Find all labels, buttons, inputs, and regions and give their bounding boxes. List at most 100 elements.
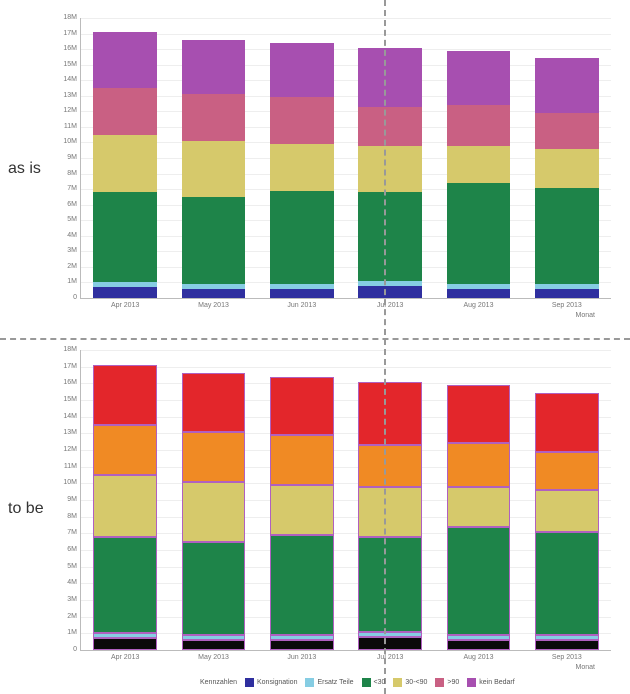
bar-segment-kein [535, 393, 599, 451]
bar-segment-gt90 [358, 445, 422, 487]
bar-segment-konsignation [93, 638, 157, 650]
gridline [81, 600, 611, 601]
legend-item-lt30: <30 [362, 678, 386, 687]
bar-segment-r30_90 [358, 146, 422, 193]
chart-panel: 01M2M3M4M5M6M7M8M9M10M11M12M13M14M15M16M… [80, 350, 610, 650]
bar-segment-gt90 [182, 94, 246, 141]
x-tick: Sep 2013 [523, 654, 611, 661]
y-tick: 16M [53, 379, 77, 386]
y-tick: 7M [53, 529, 77, 536]
y-tick: 1M [53, 278, 77, 285]
bar-segment-r30_90 [358, 487, 422, 537]
bar-segment-lt30 [358, 537, 422, 632]
y-tick: 16M [53, 45, 77, 52]
bar-segment-ersatz [93, 633, 157, 638]
y-tick: 11M [53, 463, 77, 470]
y-tick: 11M [53, 123, 77, 130]
gridline [81, 400, 611, 401]
bar-segment-gt90 [270, 435, 334, 485]
x-tick: Sep 2013 [523, 302, 611, 309]
bar-segment-ersatz [535, 284, 599, 289]
bar-segment-konsignation [358, 286, 422, 298]
bar-segment-r30_90 [182, 141, 246, 197]
bar-segment-gt90 [182, 432, 246, 482]
gridline [81, 417, 611, 418]
bar-segment-gt90 [270, 97, 334, 144]
legend-label: Konsignation [257, 679, 297, 686]
gridline [81, 205, 611, 206]
y-tick: 4M [53, 579, 77, 586]
y-tick: 6M [53, 546, 77, 553]
legend-title: Kennzahlen [200, 679, 237, 686]
legend-item-kein: kein Bedarf [467, 678, 514, 687]
bar-segment-ersatz [182, 635, 246, 640]
legend: Kennzahlen Konsignation Ersatz Teile <30 30-… [200, 678, 523, 687]
stacked-bar [447, 385, 511, 650]
bar-segment-r30_90 [182, 482, 246, 542]
stacked-bar [358, 382, 422, 650]
x-tick: May 2013 [169, 654, 257, 661]
bar-segment-kein [447, 51, 511, 105]
legend-label: >90 [447, 679, 459, 686]
gridline [81, 367, 611, 368]
gridline [81, 467, 611, 468]
bar-segment-gt90 [358, 107, 422, 146]
bar-segment-lt30 [270, 191, 334, 284]
bar-segment-lt30 [93, 192, 157, 282]
bar-segment-konsignation [270, 289, 334, 298]
gridline [81, 34, 611, 35]
bar-segment-r30_90 [270, 144, 334, 191]
bar-segment-kein [270, 377, 334, 435]
y-tick: 4M [53, 232, 77, 239]
y-tick: 10M [53, 479, 77, 486]
bar-segment-kein [182, 373, 246, 431]
bar-segment-r30_90 [535, 490, 599, 532]
y-tick: 10M [53, 138, 77, 145]
bar-segment-kein [447, 385, 511, 443]
y-tick: 0 [53, 294, 77, 301]
y-tick: 14M [53, 76, 77, 83]
gridline [81, 251, 611, 252]
x-tick: Aug 2013 [434, 302, 522, 309]
gridline [81, 189, 611, 190]
x-tick: May 2013 [169, 302, 257, 309]
gridline [81, 174, 611, 175]
gridline [81, 282, 611, 283]
to-be-label: to be [8, 500, 44, 518]
y-tick: 0 [53, 646, 77, 653]
legend-swatch [393, 678, 402, 687]
gridline [81, 236, 611, 237]
y-tick: 15M [53, 396, 77, 403]
gridline [81, 65, 611, 66]
bar-segment-r30_90 [93, 475, 157, 537]
bar-segment-gt90 [447, 443, 511, 486]
gridline [81, 500, 611, 501]
gridline [81, 617, 611, 618]
stacked-bar [270, 377, 334, 650]
legend-item-gt90: >90 [435, 678, 459, 687]
y-tick: 18M [53, 346, 77, 353]
y-tick: 3M [53, 247, 77, 254]
gridline [81, 350, 611, 351]
bar-segment-konsignation [447, 289, 511, 298]
gridline [81, 267, 611, 268]
y-tick: 13M [53, 429, 77, 436]
gridline [81, 158, 611, 159]
gridline [81, 96, 611, 97]
gridline [81, 517, 611, 518]
horizontal-divider [0, 338, 630, 340]
legend-label: Ersatz Teile [317, 679, 353, 686]
gridline [81, 111, 611, 112]
bar-segment-lt30 [182, 197, 246, 284]
legend-item-ersatz: Ersatz Teile [305, 678, 353, 687]
bar-segment-konsignation [447, 640, 511, 650]
bar-segment-kein [535, 58, 599, 112]
y-tick: 2M [53, 263, 77, 270]
stacked-bar [447, 51, 511, 298]
legend-item-r30_90: 30-<90 [393, 678, 427, 687]
stacked-bar [93, 365, 157, 650]
bar-segment-konsignation [358, 637, 422, 650]
gridline [81, 533, 611, 534]
bar-segment-ersatz [270, 284, 334, 289]
legend-label: kein Bedarf [479, 679, 514, 686]
